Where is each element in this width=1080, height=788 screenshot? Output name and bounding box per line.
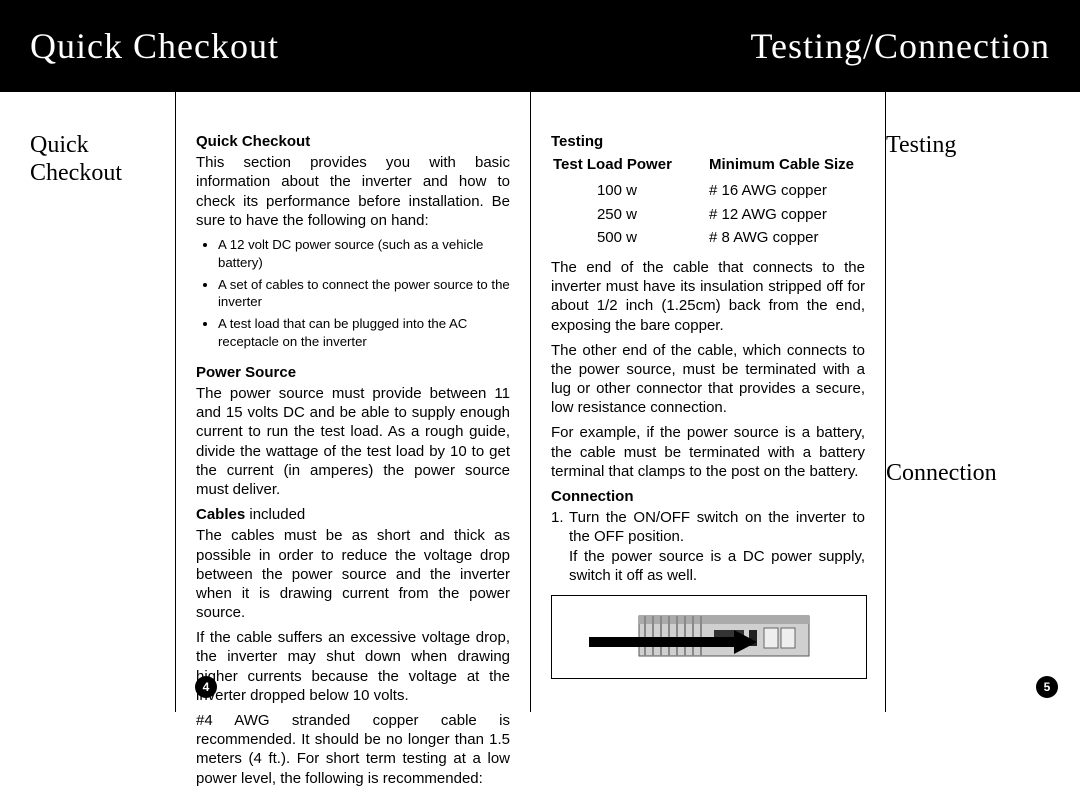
page-number-left: 4: [195, 676, 217, 698]
header-title-left: Quick Checkout: [30, 25, 279, 67]
connection-heading: Connection: [551, 487, 865, 506]
header-title-right: Testing/Connection: [751, 25, 1050, 67]
table-header-row: Test Load Power Minimum Cable Size: [553, 155, 863, 178]
list-item: A test load that can be plugged into the…: [218, 315, 510, 351]
table-row: 500 w # 8 AWG copper: [553, 227, 863, 248]
cell-load: 100 w: [553, 180, 707, 201]
margin-heading-connection: Connection: [886, 460, 1041, 488]
cell-load: 250 w: [553, 204, 707, 225]
power-source-heading: Power Source: [196, 363, 510, 382]
step-number: 1.: [551, 508, 569, 585]
power-source-text: The power source must provide between 11…: [196, 384, 510, 499]
margin-heading-left-1: Quick: [30, 132, 175, 160]
connection-step-1: 1. Turn the ON/OFF switch on the inverte…: [551, 508, 865, 585]
right-body-column: Testing Test Load Power Minimum Cable Si…: [531, 92, 885, 712]
list-item: A set of cables to connect the power sou…: [218, 276, 510, 312]
cable-size-table: Test Load Power Minimum Cable Size 100 w…: [551, 153, 865, 250]
cables-heading: Cables included: [196, 505, 510, 524]
cell-size: # 12 AWG copper: [709, 204, 863, 225]
qc-intro: This section provides you with basic inf…: [196, 153, 510, 230]
right-margin-column: Testing Connection: [886, 92, 1061, 712]
margin-heading-testing: Testing: [886, 132, 1041, 160]
cables-p1: The cables must be as short and thick as…: [196, 526, 510, 622]
page-number-right: 5: [1036, 676, 1058, 698]
margin-heading-left-2: Checkout: [30, 160, 175, 188]
qc-bullet-list: A 12 volt DC power source (such as a veh…: [196, 236, 510, 351]
list-item: A 12 volt DC power source (such as a veh…: [218, 236, 510, 272]
testing-p1: The end of the cable that connects to th…: [551, 258, 865, 335]
testing-p2: The other end of the cable, which connec…: [551, 341, 865, 418]
left-body-column: Quick Checkout This section provides you…: [176, 92, 530, 712]
step-1a: Turn the ON/OFF switch on the inverter t…: [569, 509, 865, 545]
testing-heading: Testing: [551, 132, 865, 151]
testing-p3: For example, if the power source is a ba…: [551, 423, 865, 481]
page-spread: Quick Checkout Quick Checkout This secti…: [0, 92, 1080, 712]
cables-heading-bold: Cables: [196, 506, 245, 523]
table-row: 250 w # 12 AWG copper: [553, 204, 863, 225]
qc-heading: Quick Checkout: [196, 132, 510, 151]
cables-heading-rest: included: [245, 506, 305, 523]
left-margin-column: Quick Checkout: [0, 92, 175, 712]
cell-size: # 8 AWG copper: [709, 227, 863, 248]
header-bar: Quick Checkout Testing/Connection: [0, 0, 1080, 92]
table-row: 100 w # 16 AWG copper: [553, 180, 863, 201]
cell-size: # 16 AWG copper: [709, 180, 863, 201]
cell-load: 500 w: [553, 227, 707, 248]
cables-p2: If the cable suffers an excessive voltag…: [196, 628, 510, 705]
step-body: Turn the ON/OFF switch on the inverter t…: [569, 508, 865, 585]
step-1b: If the power source is a DC power supply…: [569, 548, 865, 584]
col-header-load: Test Load Power: [553, 155, 707, 178]
cables-p3: #4 AWG stranded copper cable is recommen…: [196, 711, 510, 788]
inverter-icon: [569, 602, 849, 672]
inverter-diagram-box: [551, 595, 867, 679]
col-header-size: Minimum Cable Size: [709, 155, 863, 178]
